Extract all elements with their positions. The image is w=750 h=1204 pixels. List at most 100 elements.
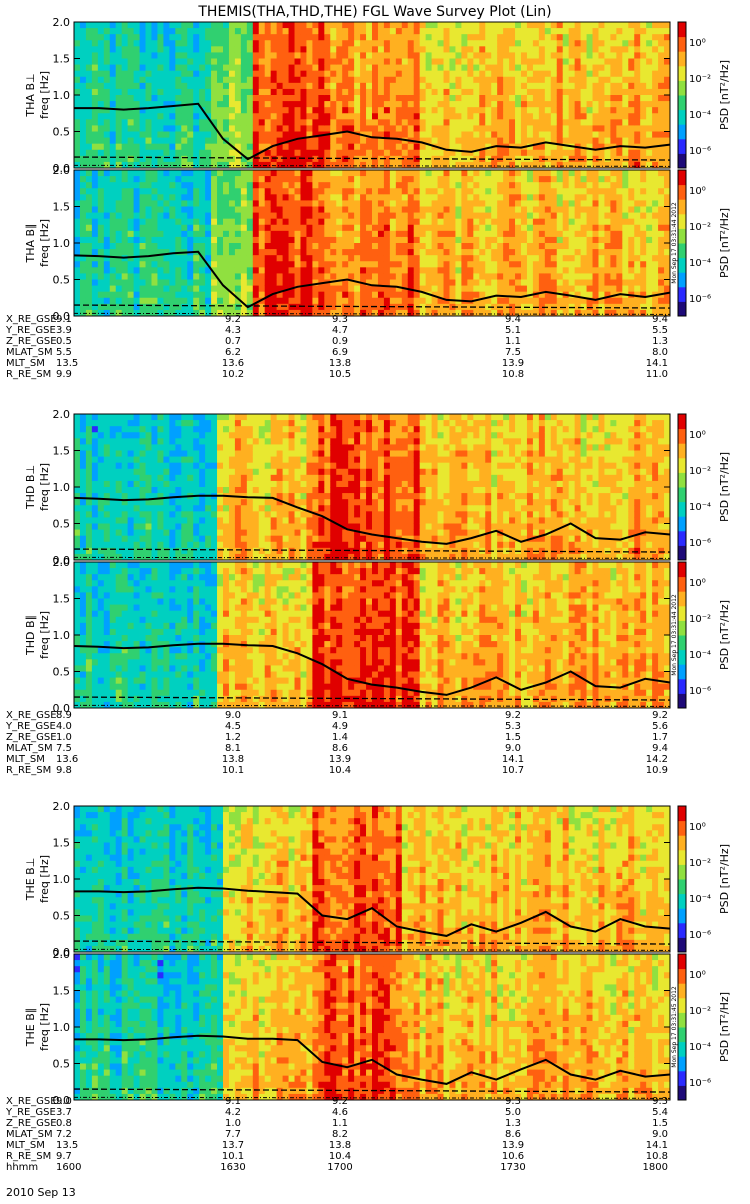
- spectrogram-cell: [390, 194, 396, 200]
- spectrogram-cell: [545, 261, 551, 267]
- spectrogram-cell: [444, 261, 450, 267]
- spectrogram-cell: [187, 286, 193, 292]
- spectrogram-cell: [616, 182, 622, 188]
- spectrogram-cell: [74, 414, 80, 420]
- spectrogram-cell: [509, 231, 515, 237]
- spectrogram-cell: [616, 150, 622, 156]
- spectrogram-cell: [485, 182, 491, 188]
- spectrogram-cell: [426, 280, 432, 286]
- spectrogram-cell: [283, 170, 289, 176]
- spectrogram-cell: [86, 125, 92, 131]
- spectrogram-cell: [521, 298, 527, 304]
- spectrogram-cell: [408, 71, 414, 77]
- spectrogram-cell: [259, 207, 265, 213]
- spectrogram-cell: [199, 200, 205, 206]
- spectrogram-cell: [223, 237, 229, 243]
- spectrogram-cell: [151, 138, 157, 144]
- spectrogram-cell: [300, 267, 306, 273]
- spectrogram-cell: [146, 144, 152, 150]
- spectrogram-cell: [330, 231, 336, 237]
- spectrogram-cell: [324, 138, 330, 144]
- spectrogram-cell: [348, 34, 354, 40]
- spectrogram-cell: [366, 176, 372, 182]
- spectrogram-cell: [408, 65, 414, 71]
- spectrogram-cell: [295, 194, 301, 200]
- spectrogram-cell: [587, 138, 593, 144]
- spectrogram-cell: [402, 113, 408, 119]
- spectrogram-cell: [384, 267, 390, 273]
- spectrogram-cell: [396, 34, 402, 40]
- spectrogram-cell: [312, 219, 318, 225]
- spectrogram-cell: [497, 107, 503, 113]
- spectrogram-cell: [658, 273, 664, 279]
- spectrogram-cell: [169, 213, 175, 219]
- spectrogram-cell: [295, 261, 301, 267]
- spectrogram-cell: [652, 95, 658, 101]
- spectrogram-cell: [420, 231, 426, 237]
- spectrogram-cell: [223, 292, 229, 298]
- spectrogram-cell: [235, 138, 241, 144]
- spectrogram-cell: [557, 52, 563, 58]
- spectrogram-cell: [247, 188, 253, 194]
- spectrogram-cell: [569, 34, 575, 40]
- spectrogram-cell: [110, 237, 116, 243]
- spectrogram-cell: [408, 273, 414, 279]
- spectrogram-cell: [175, 207, 181, 213]
- spectrogram-cell: [116, 280, 122, 286]
- spectrogram-cell: [181, 243, 187, 249]
- spectrogram-cell: [277, 107, 283, 113]
- spectrogram-cell: [175, 243, 181, 249]
- spectrogram-cell: [241, 286, 247, 292]
- spectrogram-cell: [324, 225, 330, 231]
- spectrogram-cell: [515, 280, 521, 286]
- spectrogram-cell: [461, 176, 467, 182]
- spectrogram-cell: [271, 150, 277, 156]
- spectrogram-cell: [312, 144, 318, 150]
- spectrogram-cell: [426, 28, 432, 34]
- spectrogram-cell: [169, 125, 175, 131]
- spectrogram-cell: [610, 138, 616, 144]
- spectrogram-cell: [551, 113, 557, 119]
- spectrogram-cell: [146, 249, 152, 255]
- spectrogram-cell: [223, 101, 229, 107]
- spectrogram-cell: [187, 113, 193, 119]
- spectrogram-cell: [587, 261, 593, 267]
- spectrogram-cell: [634, 156, 640, 162]
- spectrogram-cell: [92, 243, 98, 249]
- spectrogram-cell: [628, 267, 634, 273]
- spectrogram-cell: [467, 182, 473, 188]
- spectrogram-cell: [283, 95, 289, 101]
- spectrogram-cell: [235, 83, 241, 89]
- spectrogram-cell: [646, 150, 652, 156]
- spectrogram-cell: [438, 194, 444, 200]
- spectrogram-cell: [128, 144, 134, 150]
- spectrogram-cell: [640, 40, 646, 46]
- spectrogram-cell: [116, 89, 122, 95]
- spectrogram-cell: [253, 144, 259, 150]
- spectrogram-cell: [384, 52, 390, 58]
- spectrogram-cell: [503, 65, 509, 71]
- spectrogram-cell: [128, 46, 134, 52]
- spectrogram-cell: [92, 499, 98, 505]
- spectrogram-cell: [521, 219, 527, 225]
- spectrogram-cell: [616, 194, 622, 200]
- spectrogram-cell: [581, 125, 587, 131]
- spectrogram-cell: [652, 207, 658, 213]
- spectrogram-cell: [414, 267, 420, 273]
- spectrogram-cell: [545, 200, 551, 206]
- spectrogram-cell: [533, 310, 539, 316]
- spectrogram-cell: [414, 292, 420, 298]
- spectrogram-cell: [175, 34, 181, 40]
- spectrogram-cell: [455, 273, 461, 279]
- spectrogram-cell: [372, 310, 378, 316]
- spectrogram-cell: [396, 150, 402, 156]
- spectrogram-cell: [140, 200, 146, 206]
- spectrogram-cell: [414, 132, 420, 138]
- spectrogram-cell: [104, 194, 110, 200]
- spectrogram-cell: [581, 28, 587, 34]
- spectrogram-cell: [306, 22, 312, 28]
- spectrogram-cell: [289, 188, 295, 194]
- spectrogram-cell: [98, 420, 104, 426]
- spectrogram-cell: [259, 119, 265, 125]
- spectrogram-cell: [289, 34, 295, 40]
